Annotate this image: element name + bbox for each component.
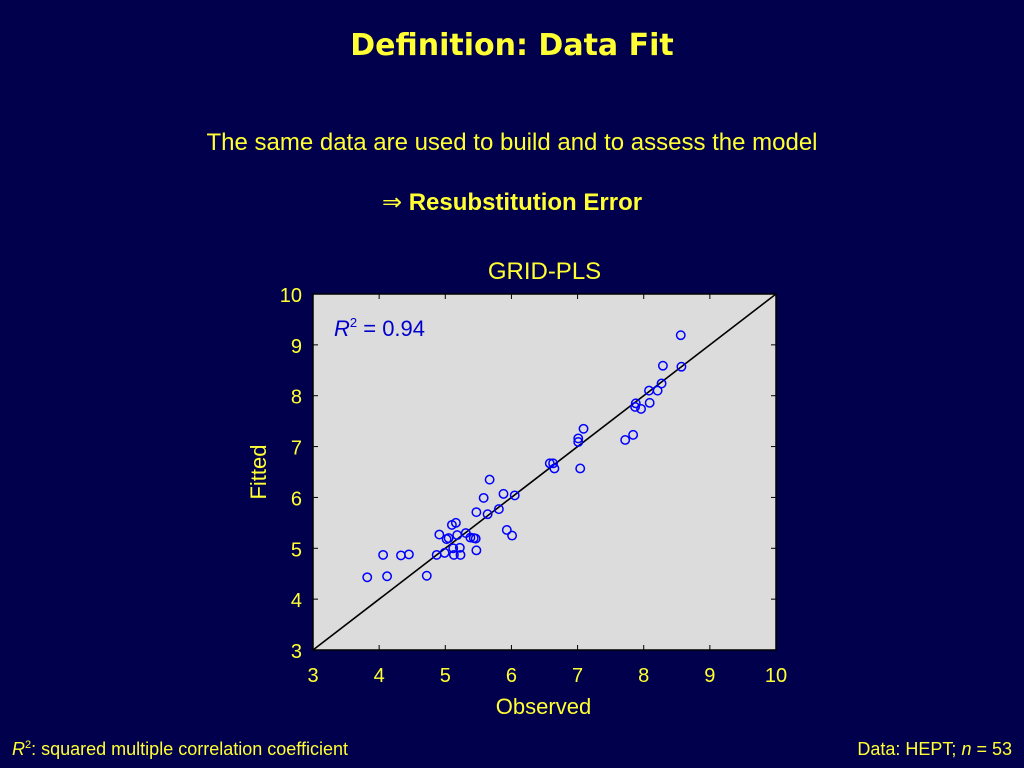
data-point (630, 401, 641, 412)
annotation-value: = 0.94 (357, 316, 425, 341)
annotation-var: R (334, 316, 350, 341)
data-point (482, 509, 493, 520)
data-point (548, 458, 559, 469)
data-point (675, 330, 686, 341)
data-point (471, 545, 482, 556)
footer-left-var: R (12, 739, 25, 759)
x-tick-label: 10 (765, 665, 787, 687)
data-point (656, 378, 667, 389)
data-point (421, 570, 432, 581)
x-tick-label: 7 (572, 665, 583, 687)
y-tick-label: 7 (291, 438, 302, 460)
data-point (455, 549, 466, 560)
data-point (636, 403, 647, 414)
data-point (676, 361, 687, 372)
result-text: Resubstitution Error (408, 189, 643, 216)
data-point (507, 530, 518, 541)
data-point (434, 529, 445, 540)
y-tick-label: 4 (291, 590, 302, 612)
data-point (382, 571, 393, 582)
data-point (501, 525, 512, 535)
data-point (628, 429, 639, 440)
y-tick-label: 5 (291, 539, 302, 561)
data-point (403, 549, 414, 560)
r-squared-annotation: R2 = 0.94 (334, 315, 425, 341)
x-tick-label: 9 (704, 665, 715, 687)
data-point (450, 517, 461, 528)
data-point (498, 488, 509, 499)
data-point (549, 463, 560, 474)
data-point (630, 398, 641, 409)
slide-title: Definition: Data Fit (350, 28, 674, 63)
footer-right-note: Data: HEPT; n = 53 (857, 739, 1012, 760)
data-point (470, 533, 481, 544)
slide-subtitle: The same data are used to build and to a… (206, 129, 818, 156)
y-tick-label: 8 (291, 387, 302, 409)
data-point (454, 542, 465, 553)
y-tick-label: 9 (291, 336, 302, 358)
data-point (443, 533, 454, 544)
data-point (439, 547, 450, 558)
y-tick-label: 6 (291, 488, 302, 510)
data-point (448, 543, 459, 554)
x-tick-label: 3 (307, 665, 318, 687)
data-point (465, 532, 476, 543)
data-point (509, 490, 520, 501)
result-line: ⇒ Resubstitution Error (0, 188, 1024, 217)
data-point (573, 433, 584, 444)
footer-right-suffix: = 53 (971, 739, 1012, 759)
data-point (575, 463, 586, 474)
x-tick-label: 8 (638, 665, 649, 687)
x-tick-label: 4 (374, 665, 385, 687)
y-tick-label: 10 (280, 285, 302, 307)
data-point (362, 572, 373, 583)
data-point (484, 474, 495, 485)
x-axis-label: Observed (496, 694, 591, 719)
data-point (657, 360, 668, 371)
data-point (471, 507, 482, 518)
y-axis-label: Fitted (246, 444, 271, 499)
implies-arrow-icon: ⇒ (381, 188, 403, 216)
data-point (378, 549, 389, 560)
footer-left-text: : squared multiple correlation coefficie… (31, 739, 348, 759)
data-point (478, 492, 489, 503)
data-point (448, 549, 459, 560)
footer-left-note: R2: squared multiple correlation coeffic… (12, 739, 348, 760)
chart-title: GRID-PLS (488, 258, 601, 285)
plot-frame (312, 293, 777, 651)
footer-left-sup: 2 (25, 739, 32, 751)
data-point (578, 423, 589, 434)
y-tick-label: 3 (291, 641, 302, 663)
reference-line (312, 293, 777, 651)
annotation-sup: 2 (350, 315, 357, 330)
data-point (573, 437, 584, 447)
footer-right-var: n (961, 739, 972, 759)
data-point (644, 397, 655, 408)
data-point (493, 504, 504, 515)
x-tick-label: 6 (506, 665, 517, 687)
footer-right-prefix: Data: HEPT; (857, 739, 962, 759)
data-point (620, 435, 631, 445)
x-tick-label: 5 (440, 665, 451, 687)
